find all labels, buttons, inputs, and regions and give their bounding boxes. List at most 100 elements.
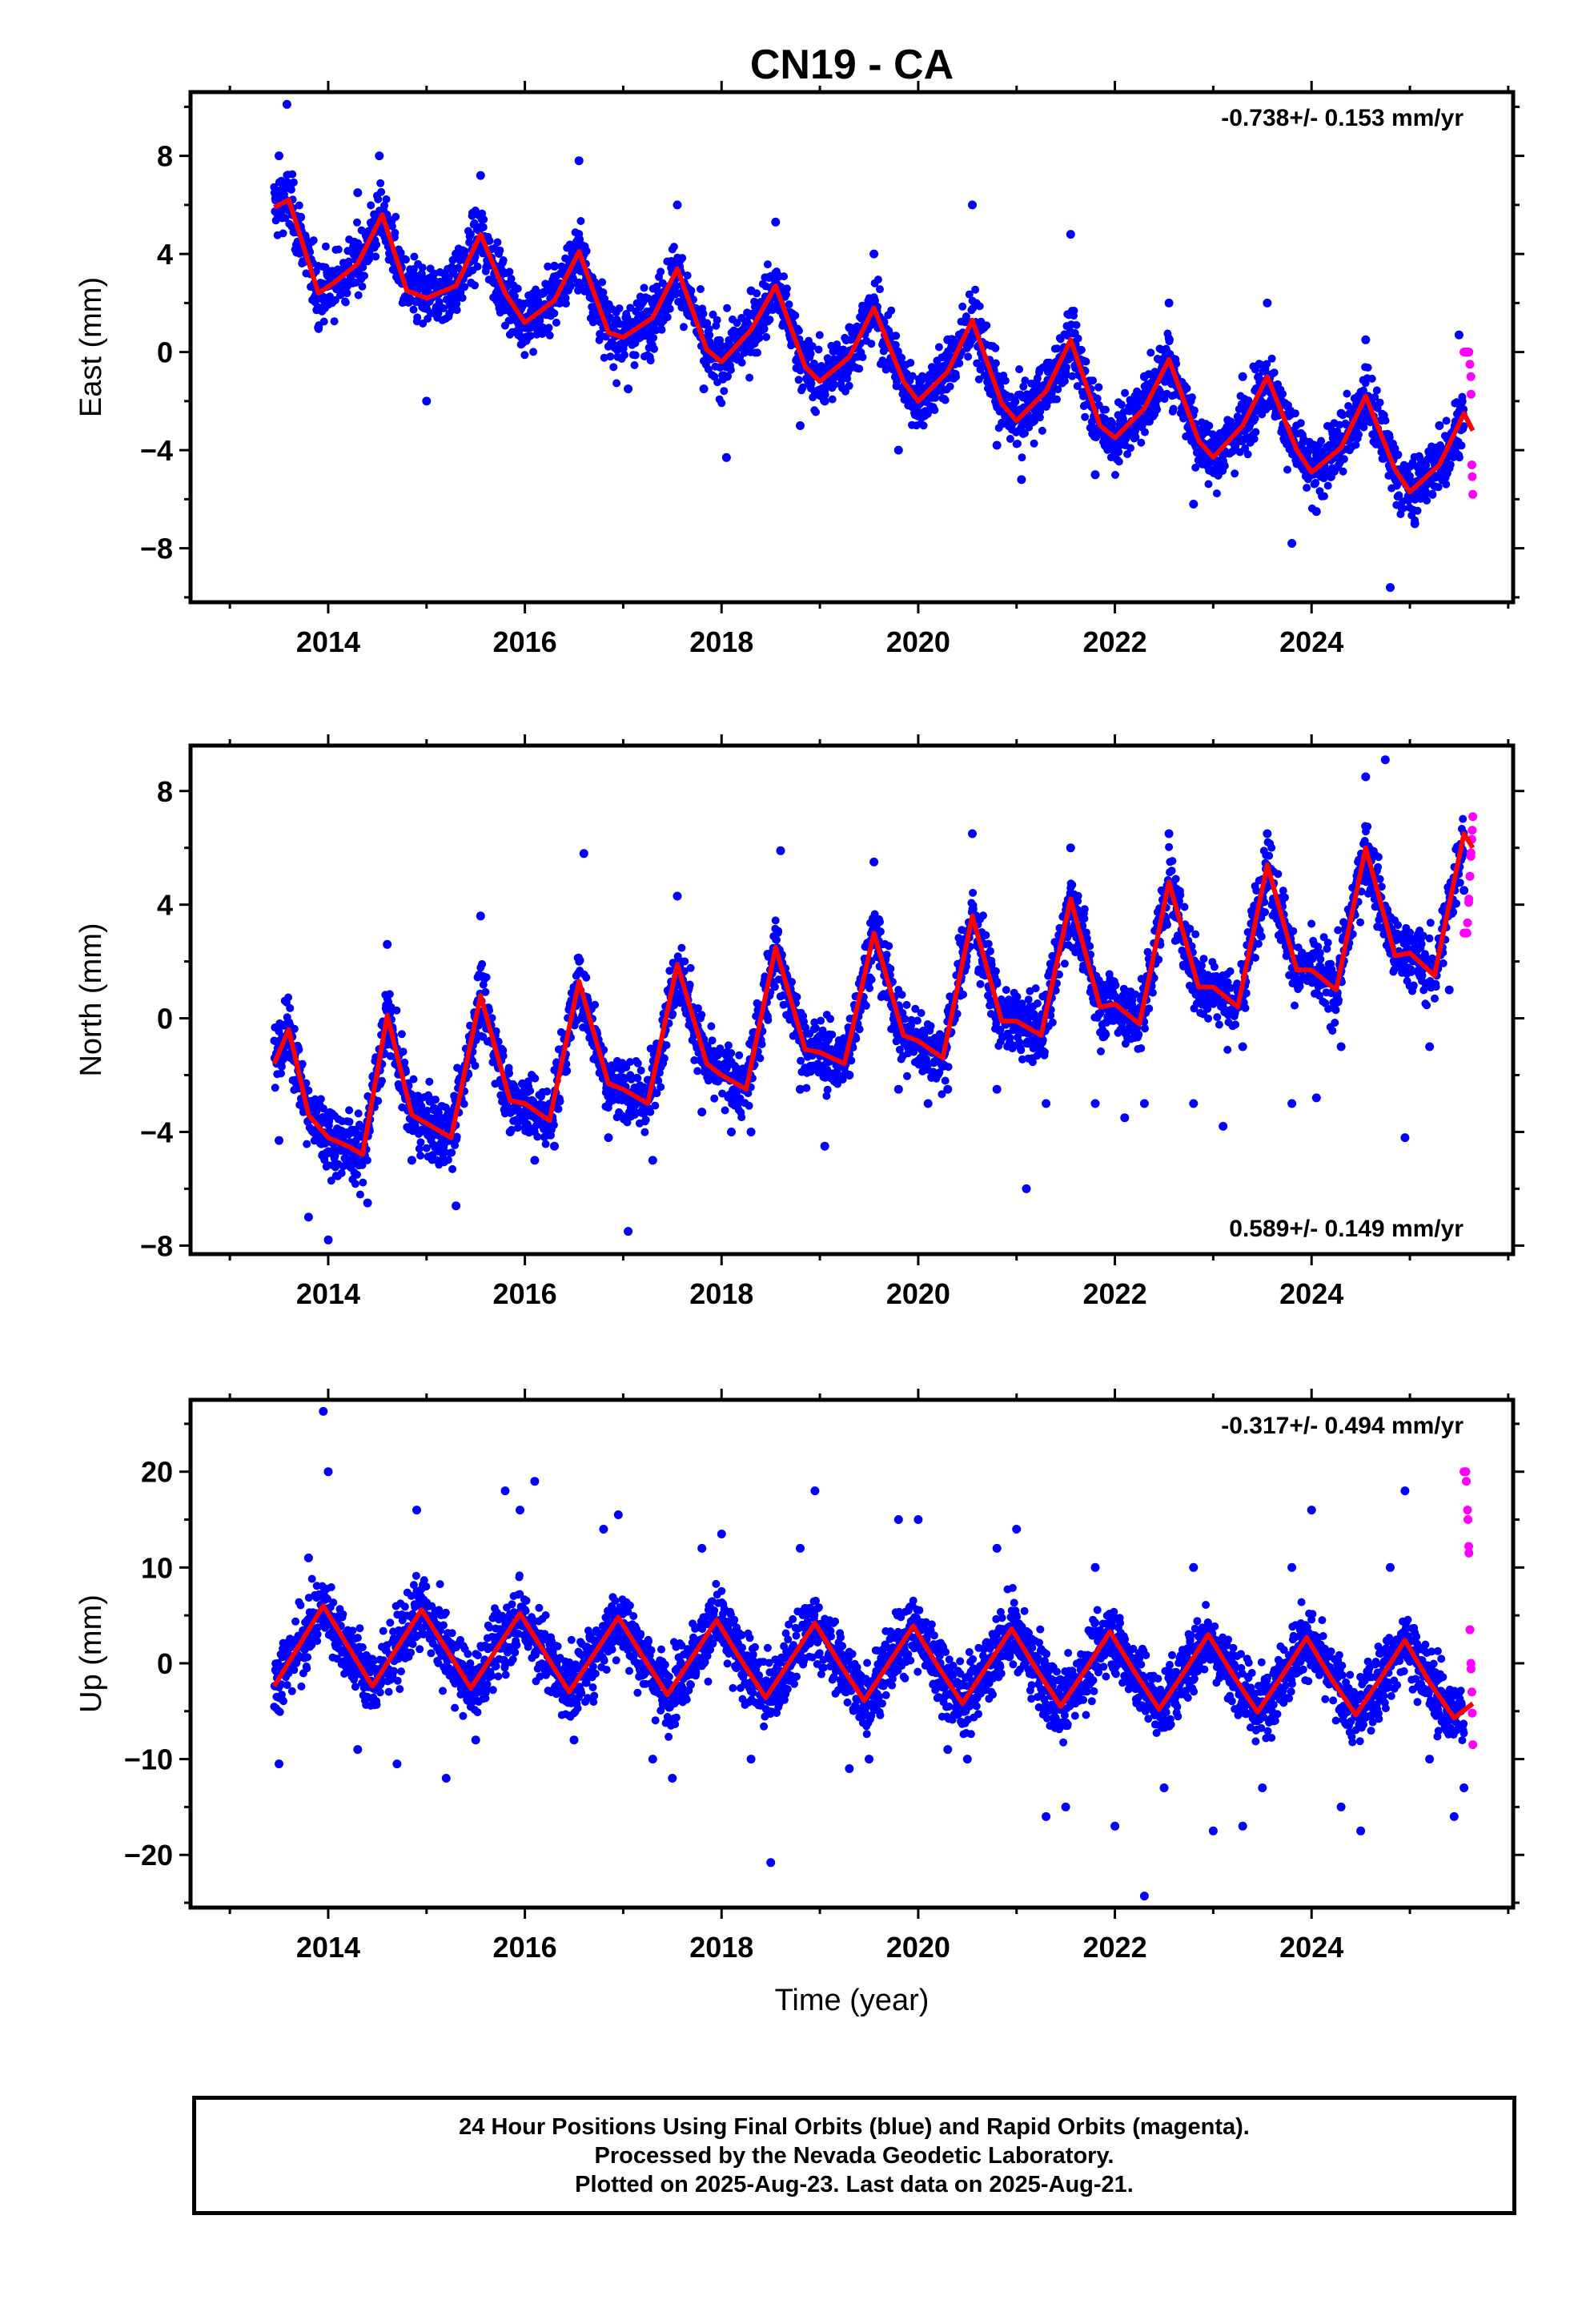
data-point-east xyxy=(892,332,901,340)
data-point-north xyxy=(277,1069,285,1078)
data-point-north xyxy=(471,1061,480,1070)
data-point-north xyxy=(330,1144,339,1153)
velocity-rate-east: -0.738+/- 0.153 mm/yr xyxy=(1221,105,1464,131)
data-point-east xyxy=(1395,491,1403,500)
data-point-east xyxy=(973,359,982,368)
data-point-north xyxy=(355,1190,364,1199)
data-point-east xyxy=(975,302,984,311)
data-point-east xyxy=(599,288,608,297)
data-point-east xyxy=(365,252,374,260)
data-point-east xyxy=(1251,365,1259,374)
data-point-east xyxy=(343,289,351,298)
data-point-east xyxy=(1442,480,1451,489)
data-point-east xyxy=(1021,376,1030,385)
data-point-east xyxy=(791,311,800,320)
data-point-east xyxy=(1263,360,1271,368)
data-point-east xyxy=(646,356,655,365)
data-point-north xyxy=(526,1087,535,1096)
data-point-east xyxy=(1404,497,1413,505)
data-point-east xyxy=(359,263,367,271)
data-point-east xyxy=(1279,389,1287,398)
data-point-north xyxy=(492,1027,500,1035)
data-point-east xyxy=(422,396,432,406)
data-point-east xyxy=(1375,398,1384,407)
data-point-north xyxy=(513,1124,522,1132)
data-point-east xyxy=(891,340,900,349)
data-point-east xyxy=(1038,426,1046,435)
data-point-east xyxy=(1367,374,1376,383)
data-point-east xyxy=(678,254,687,263)
data-point-east xyxy=(353,218,361,227)
data-point-east xyxy=(1296,419,1305,428)
data-point-east xyxy=(669,243,678,251)
data-point-north xyxy=(353,1170,361,1179)
y-tick-label-east: 0 xyxy=(157,336,173,369)
data-point-east xyxy=(845,381,853,390)
data-point-east xyxy=(657,325,666,334)
data-point-north xyxy=(448,1148,456,1157)
data-point-east xyxy=(598,278,607,287)
data-point-east xyxy=(806,349,815,358)
data-point-north xyxy=(399,1047,408,1056)
data-point-east xyxy=(1018,453,1026,462)
data-point-north xyxy=(409,1075,418,1084)
data-point-east xyxy=(1446,460,1455,469)
data-point-east xyxy=(1270,368,1279,377)
data-point-east xyxy=(962,312,970,321)
data-point-east xyxy=(867,340,876,348)
data-point-east xyxy=(687,286,696,295)
data-point-north xyxy=(434,1108,443,1117)
data-point-east xyxy=(288,170,297,179)
data-point-east xyxy=(683,271,692,279)
data-point-east xyxy=(588,318,597,327)
data-point-east xyxy=(1035,413,1044,422)
data-point-east xyxy=(717,399,726,408)
data-point-east xyxy=(1381,416,1390,425)
data-point-east xyxy=(499,298,508,308)
data-point-east xyxy=(409,305,418,314)
data-point-east xyxy=(1391,444,1399,453)
data-point-east xyxy=(275,151,283,161)
data-point-east xyxy=(1164,298,1174,308)
data-point-east xyxy=(1241,444,1250,452)
data-point-east xyxy=(377,187,386,196)
data-point-east xyxy=(705,325,713,333)
data-point-east xyxy=(574,156,584,166)
data-point-north xyxy=(724,1041,733,1050)
data-point-east xyxy=(965,290,974,299)
data-point-north xyxy=(337,1168,346,1177)
data-point-east xyxy=(1251,428,1260,436)
data-point-east xyxy=(771,217,781,227)
data-point-east xyxy=(785,300,793,309)
data-point-east xyxy=(760,324,769,333)
data-point-east xyxy=(1251,414,1259,423)
data-point-east xyxy=(504,281,512,290)
data-point-north xyxy=(541,1140,550,1148)
data-point-east xyxy=(380,201,388,210)
data-point-north xyxy=(304,1086,313,1095)
data-point-north xyxy=(652,1089,661,1098)
data-point-east xyxy=(1131,432,1140,441)
data-point-east xyxy=(1081,412,1090,421)
data-point-east xyxy=(1351,440,1360,449)
data-point-east xyxy=(762,332,771,341)
data-point-east xyxy=(510,292,519,300)
data-point-east xyxy=(1017,423,1026,432)
data-point-east xyxy=(1363,364,1372,372)
data-point-east xyxy=(1458,397,1467,405)
data-point-north xyxy=(351,1180,359,1188)
data-point-east xyxy=(309,236,318,245)
data-point-east xyxy=(1428,490,1437,499)
data-point-east xyxy=(480,215,488,223)
data-point-north xyxy=(531,1074,540,1083)
x-tick-label-east: 2014 xyxy=(296,625,360,658)
data-point-east xyxy=(1413,506,1422,515)
data-point-east xyxy=(544,324,553,332)
data-point-north xyxy=(563,1067,572,1076)
data-point-east xyxy=(828,395,837,404)
data-point-east xyxy=(991,359,1000,368)
data-point-east xyxy=(1361,335,1371,344)
data-point-east xyxy=(609,363,618,372)
